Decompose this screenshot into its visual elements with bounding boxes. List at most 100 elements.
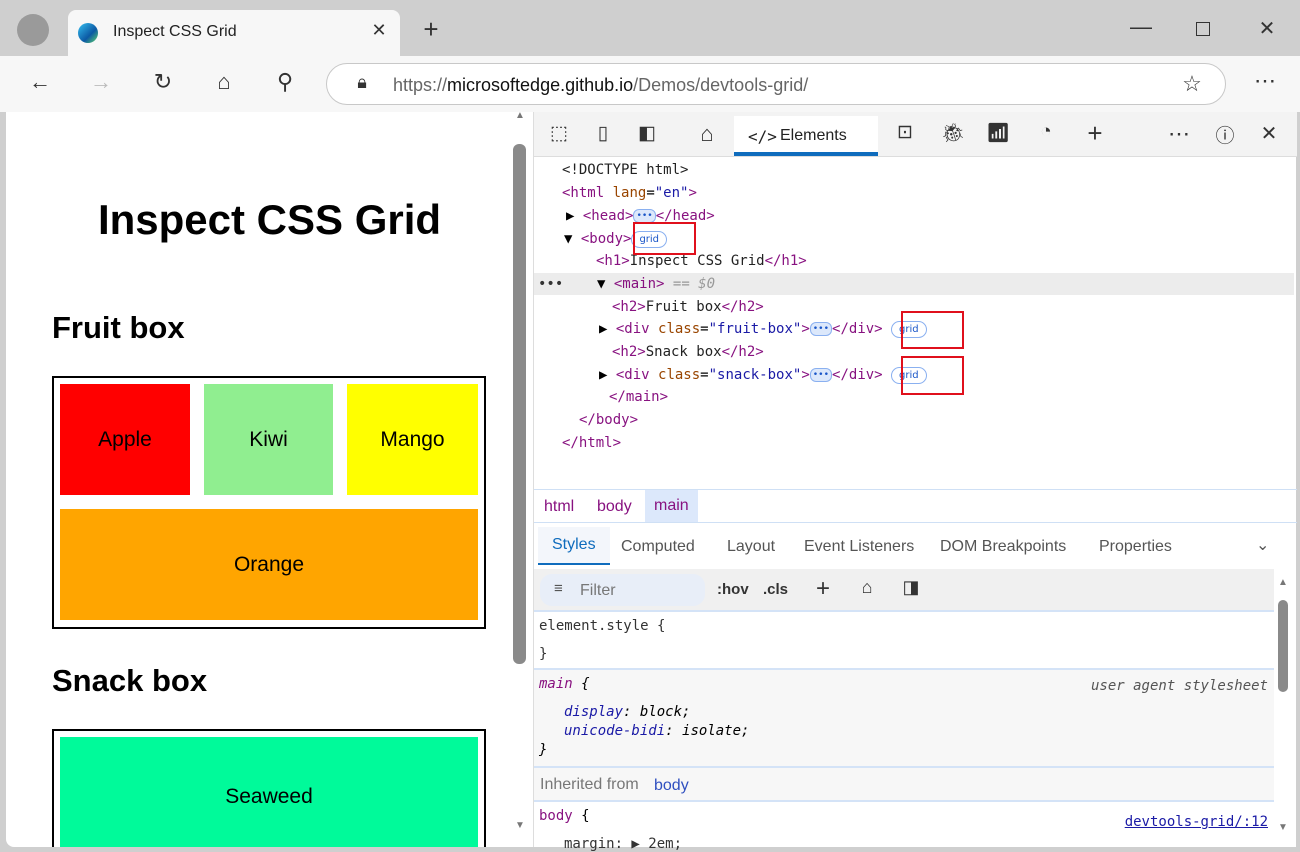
tab-dom-breakpoints[interactable]: DOM Breakpoints xyxy=(940,538,1067,555)
new-tab-icon[interactable]: + xyxy=(423,14,439,44)
rule-close: } xyxy=(539,742,548,758)
network-wifi-icon[interactable]: 📶︎ xyxy=(985,123,1011,144)
favorite-star-icon[interactable]: ☆ xyxy=(1182,71,1202,96)
highlight-box xyxy=(633,222,696,255)
minimize-icon[interactable]: — xyxy=(1130,14,1152,39)
inherited-from-link[interactable]: body xyxy=(654,777,689,794)
edge-logo-icon xyxy=(78,23,98,43)
element-style-rule: element.style { } xyxy=(534,612,1274,670)
scroll-up-icon[interactable]: ▲ xyxy=(515,112,525,121)
tab-strip: Inspect CSS Grid ✕ + — ✕ xyxy=(0,0,1300,56)
page-scrollbar[interactable] xyxy=(513,144,526,664)
source-link[interactable]: devtools-grid/:12 xyxy=(1124,814,1268,830)
profile-avatar[interactable] xyxy=(17,14,49,46)
performance-icon[interactable]: ◔ xyxy=(1040,121,1052,142)
breadcrumb-body[interactable]: body xyxy=(597,498,632,515)
fruit-apple: Apple xyxy=(60,384,190,495)
body-rule: body { devtools-grid/:12 margin: ▶ 2em; xyxy=(534,802,1274,852)
dom-body-close[interactable]: </body> xyxy=(579,412,639,428)
dom-div-snack-box[interactable]: ▶ <div class="snack-box"> ••• </div> grid xyxy=(599,364,927,386)
breadcrumb-main[interactable]: main xyxy=(645,490,698,522)
inherited-label: Inherited from xyxy=(540,776,639,793)
sources-bug-icon[interactable]: 🐞︎ xyxy=(940,123,966,144)
dom-body[interactable]: ▼ <body> grid xyxy=(564,228,668,250)
chevron-down-icon[interactable]: ⌄ xyxy=(1256,537,1270,554)
fruit-box: Apple Kiwi Mango Orange xyxy=(52,376,486,629)
paint-brush-icon[interactable]: ⌂ xyxy=(861,577,873,597)
dock-icon[interactable]: ◧ xyxy=(638,123,656,144)
browser-tab[interactable]: Inspect CSS Grid ✕ xyxy=(68,10,400,56)
grid-badge-body[interactable]: grid xyxy=(631,230,668,248)
tab-layout[interactable]: Layout xyxy=(727,538,776,555)
home-icon[interactable]: ⌂ xyxy=(217,69,231,94)
styles-scroll-down-icon[interactable]: ▼ xyxy=(1278,822,1288,833)
hov-button[interactable]: :hov xyxy=(717,581,749,598)
prop-margin[interactable]: margin: ▶ 2em; xyxy=(564,836,683,852)
dom-h2-fruit[interactable]: <h2>Fruit box</h2> xyxy=(612,299,764,315)
tab-computed[interactable]: Computed xyxy=(621,538,695,555)
snack-seaweed: Seaweed xyxy=(60,737,478,847)
devtools-toolbar: ⬚ ▯ ◧ ⌂ </> Elements ⊡ 🐞︎ 📶︎ ◔ + ⋯ ⓘ ✕ xyxy=(534,112,1297,157)
toggle-sidebar-icon[interactable]: ◨ xyxy=(902,577,920,597)
customize-more-icon[interactable]: ⋯ xyxy=(1168,121,1190,146)
dom-h1[interactable]: <h1>Inspect CSS Grid</h1> xyxy=(596,253,807,269)
ellipsis-badge[interactable]: ••• xyxy=(809,368,833,382)
breadcrumb-html[interactable]: html xyxy=(544,498,575,515)
close-window-icon[interactable]: ✕ xyxy=(1258,18,1276,40)
address-bar[interactable]: 🔒︎ https://microsoftedge.github.io/Demos… xyxy=(326,63,1226,105)
close-devtools-icon[interactable]: ✕ xyxy=(1260,123,1278,145)
tab-event-listeners[interactable]: Event Listeners xyxy=(804,538,915,555)
element-style-selector[interactable]: element.style { xyxy=(539,618,666,634)
code-icon: </> xyxy=(748,127,777,146)
ellipsis-badge[interactable]: ••• xyxy=(633,209,656,223)
prop-display[interactable]: display: block; xyxy=(564,704,691,720)
more-tools-plus-icon[interactable]: + xyxy=(1087,118,1103,148)
grid-badge-snack-box[interactable]: grid xyxy=(891,366,927,384)
highlight-box xyxy=(901,356,964,395)
main-selector[interactable]: main xyxy=(539,676,573,692)
dom-main-close[interactable]: </main> xyxy=(609,389,669,405)
tab-styles[interactable]: Styles xyxy=(538,527,610,565)
welcome-home-icon[interactable]: ⌂ xyxy=(700,121,714,146)
fruit-kiwi: Kiwi xyxy=(204,384,333,495)
new-style-rule-icon[interactable]: + xyxy=(815,575,830,602)
help-icon[interactable]: ⓘ xyxy=(1215,126,1235,147)
dom-html[interactable]: <html lang="en"> xyxy=(562,185,697,201)
cls-button[interactable]: .cls xyxy=(763,581,789,598)
back-icon[interactable]: ← xyxy=(29,69,51,94)
dom-doctype[interactable]: <!DOCTYPE html> xyxy=(562,162,689,178)
browser-toolbar: ← → ↻ ⌂ ⚲ 🔒︎ https://microsoftedge.githu… xyxy=(0,56,1300,112)
url-text: https://microsoftedge.github.io/Demos/de… xyxy=(393,75,808,96)
close-tab-icon[interactable]: ✕ xyxy=(371,20,387,40)
filter-icon: ≡ xyxy=(554,580,563,597)
console-icon[interactable]: ⊡ xyxy=(897,122,913,143)
styles-subtabs: Styles Computed Layout Event Listeners D… xyxy=(534,523,1297,569)
dom-html-close[interactable]: </html> xyxy=(562,435,622,451)
ua-stylesheet-label: user agent stylesheet xyxy=(1090,678,1268,694)
forward-icon[interactable]: → xyxy=(90,69,112,94)
lock-icon[interactable]: 🔒︎ xyxy=(357,72,367,92)
filter-placeholder: Filter xyxy=(580,582,616,599)
styles-scrollbar[interactable] xyxy=(1278,600,1288,692)
maximize-icon[interactable] xyxy=(1196,22,1210,36)
fruit-mango: Mango xyxy=(347,384,478,495)
body-selector[interactable]: body xyxy=(539,808,573,824)
fruit-orange: Orange xyxy=(60,509,478,620)
search-icon[interactable]: ⚲ xyxy=(276,69,294,94)
refresh-icon[interactable]: ↻ xyxy=(153,69,173,94)
more-menu-icon[interactable]: ⋯ xyxy=(1254,68,1276,93)
styles-scroll-up-icon[interactable]: ▲ xyxy=(1278,577,1288,588)
device-emulation-icon[interactable]: ▯ xyxy=(597,123,609,144)
ellipsis-badge[interactable]: ••• xyxy=(809,322,833,336)
grid-badge-fruit-box[interactable]: grid xyxy=(891,320,927,338)
scroll-down-icon[interactable]: ▼ xyxy=(515,820,525,831)
dom-div-fruit-box[interactable]: ▶ <div class="fruit-box"> ••• </div> grid xyxy=(599,318,927,340)
tab-title: Inspect CSS Grid xyxy=(113,23,237,40)
dom-main-selected[interactable]: ••• ▼ <main> == $0 xyxy=(534,273,1294,295)
filter-input[interactable]: ≡ Filter xyxy=(540,574,705,606)
tab-elements[interactable]: </> Elements xyxy=(734,116,878,156)
inspect-icon[interactable]: ⬚ xyxy=(550,123,568,144)
tab-properties[interactable]: Properties xyxy=(1099,538,1172,555)
dom-h2-snack[interactable]: <h2>Snack box</h2> xyxy=(612,344,764,360)
prop-unicode-bidi[interactable]: unicode-bidi: isolate; xyxy=(564,723,750,739)
